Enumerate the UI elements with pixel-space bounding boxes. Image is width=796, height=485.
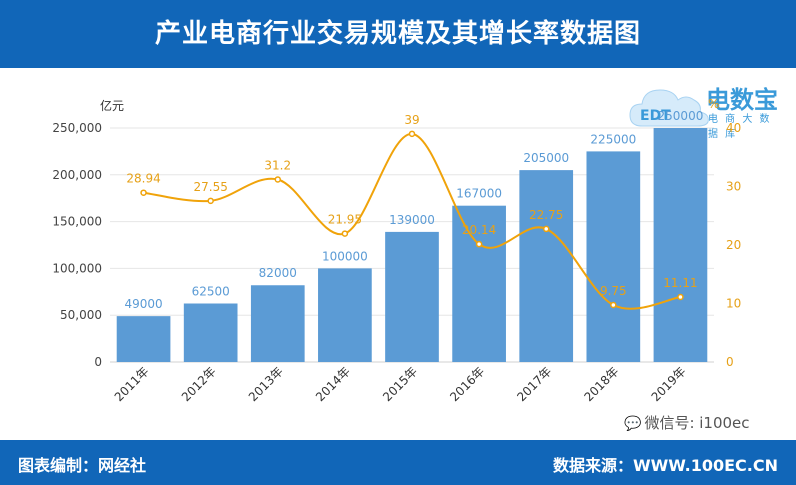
line-point xyxy=(408,130,416,138)
logo: EDT 电数宝 电 商 大 数 据 库 xyxy=(628,78,788,140)
x-tick-label: 2014年 xyxy=(313,364,353,404)
y-tick-label: 200,000 xyxy=(52,168,102,182)
line-point xyxy=(207,197,214,205)
footer-bar: 图表编制：网经社 数据来源：WWW.100EC.CN xyxy=(0,440,796,485)
bar xyxy=(183,303,238,362)
y-tick-label: 0 xyxy=(94,355,102,369)
y-tick-label: 50,000 xyxy=(60,308,102,322)
line-point xyxy=(140,189,147,196)
line-point xyxy=(542,225,550,233)
x-tick-label: 2012年 xyxy=(179,364,219,404)
y2-tick-label: 20 xyxy=(726,238,741,252)
logo-name: 电数宝 xyxy=(706,86,778,114)
bar-value-label: 82000 xyxy=(259,266,297,280)
bar xyxy=(586,151,641,362)
footer-credit: 图表编制：网经社 xyxy=(18,456,147,475)
cloud-logo-icon: EDT xyxy=(629,89,709,127)
line-value-label: 27.55 xyxy=(193,180,227,194)
bar xyxy=(653,128,708,362)
bar xyxy=(519,170,574,362)
x-tick-label: 2013年 xyxy=(246,364,286,404)
bar xyxy=(116,316,171,362)
bar-value-label: 250000 xyxy=(658,109,704,123)
bar xyxy=(385,231,439,362)
bar-value-label: 205000 xyxy=(523,151,569,165)
bar-value-label: 139000 xyxy=(389,213,435,227)
footer-source: 数据来源：WWW.100EC.CN xyxy=(552,456,778,475)
bar-line-chart: 0 50,000 100,000 150,000 200,000 250,000 0 10 20… xyxy=(52,97,741,404)
x-tick-label: 2016年 xyxy=(447,364,487,404)
y2-tick-label: 40 xyxy=(726,121,741,135)
line-point xyxy=(677,293,684,301)
line-value-label: 31.2 xyxy=(264,158,291,172)
line-value-label: 9.75 xyxy=(600,284,627,298)
line-point xyxy=(610,301,617,309)
line-value-label: 21.95 xyxy=(328,213,362,227)
x-tick-label: 2018年 xyxy=(581,364,621,404)
bar xyxy=(318,268,372,362)
y2-tick-label: 30 xyxy=(726,180,741,194)
bar-value-label: 49000 xyxy=(124,297,162,311)
x-tick-label: 2015年 xyxy=(380,364,420,404)
chart-title: 产业电商行业交易规模及其增长率数据图 xyxy=(154,19,641,49)
y2-tick-label: 10 xyxy=(726,297,741,311)
y2-axis-title: % xyxy=(708,97,719,111)
bar xyxy=(250,285,305,362)
wechat-id: 💬 微信号: i100ec xyxy=(624,412,750,433)
y-axis-title: 亿元 xyxy=(100,98,124,113)
line-point xyxy=(274,176,282,183)
y-tick-label: 150,000 xyxy=(52,215,102,229)
logo-mark: EDT xyxy=(640,108,671,124)
wechat-icon: 💬 xyxy=(624,416,642,432)
line-value-label: 39 xyxy=(404,113,419,127)
y2-tick-label: 0 xyxy=(726,355,734,369)
bar-value-label: 167000 xyxy=(456,187,502,201)
line-value-label: 28.94 xyxy=(126,172,160,186)
bar-value-label: 62500 xyxy=(192,285,230,299)
bar-value-label: 225000 xyxy=(590,132,636,146)
x-tick-label: 2019年 xyxy=(649,364,689,404)
line-value-label: 11.11 xyxy=(663,276,697,290)
y-tick-label: 100,000 xyxy=(52,261,102,275)
line-value-label: 20.14 xyxy=(462,223,496,237)
line-point xyxy=(341,230,349,237)
header-bar: 产业电商行业交易规模及其增长率数据图 xyxy=(0,0,796,68)
x-tick-label: 2017年 xyxy=(514,364,554,404)
bar xyxy=(452,205,506,362)
line-point xyxy=(475,240,483,248)
bar-value-label: 100000 xyxy=(322,249,368,263)
wechat-text: 微信号: i100ec xyxy=(644,414,750,432)
logo-subtitle: 电 商 大 数 据 库 xyxy=(708,114,772,140)
line-value-label: 22.75 xyxy=(529,208,563,222)
x-tick-label: 2011年 xyxy=(112,364,152,404)
y-tick-label: 250,000 xyxy=(52,121,102,135)
